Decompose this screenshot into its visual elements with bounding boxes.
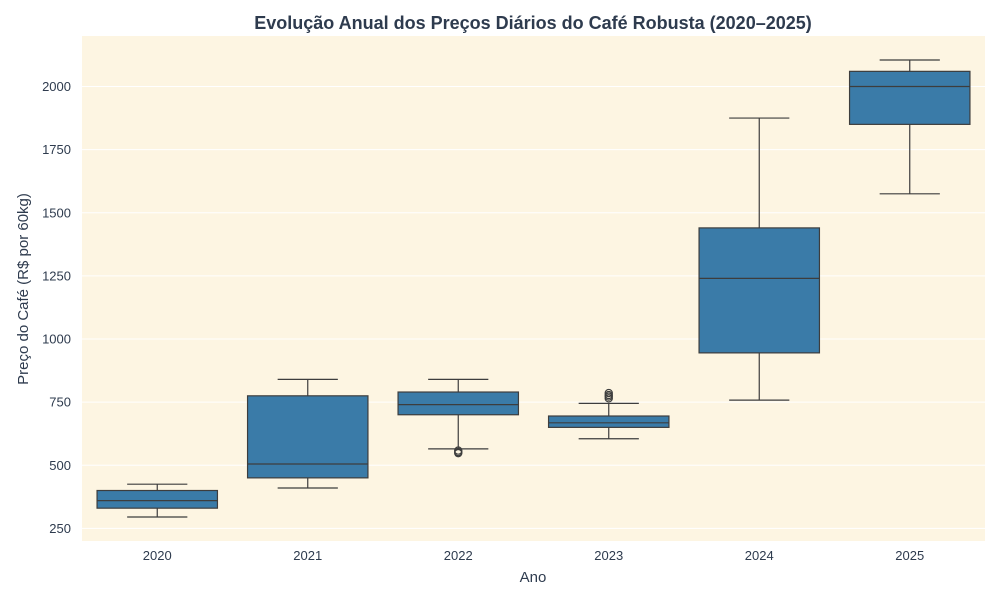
x-tick-label-2022: 2022 xyxy=(444,548,473,563)
box-2025 xyxy=(848,59,971,195)
iqr-box-2021 xyxy=(246,395,369,479)
y-tick-label-1000: 1000 xyxy=(42,332,71,347)
y-tick-label-500: 500 xyxy=(49,458,71,473)
iqr-box-2025 xyxy=(848,70,971,125)
boxes xyxy=(96,59,971,518)
x-tick-label-2024: 2024 xyxy=(745,548,774,563)
iqr-box-2024 xyxy=(698,227,821,354)
y-tick-label-2000: 2000 xyxy=(42,79,71,94)
y-axis-label: Preço do Café (R$ por 60kg) xyxy=(15,193,32,385)
chart-title: Evolução Anual dos Preços Diários do Caf… xyxy=(254,13,812,33)
box-2021 xyxy=(246,378,369,489)
x-tick-label-2021: 2021 xyxy=(293,548,322,563)
grid-lines xyxy=(82,86,985,529)
x-tick-label-2020: 2020 xyxy=(143,548,172,563)
box-2022 xyxy=(397,378,520,458)
x-axis-label: Ano xyxy=(520,569,547,586)
plot-area xyxy=(82,36,985,541)
iqr-box-2022 xyxy=(397,391,520,416)
x-axis-ticks: 2020 2021 2022 2023 2024 2025 xyxy=(143,548,924,563)
outlier-2023-3 xyxy=(604,388,613,398)
outlier-2022-2 xyxy=(454,446,463,455)
iqr-box-2020 xyxy=(96,489,219,509)
y-tick-label-750: 750 xyxy=(49,395,71,410)
x-tick-label-2025: 2025 xyxy=(895,548,924,563)
y-tick-label-1500: 1500 xyxy=(42,205,71,220)
box-2023 xyxy=(547,388,670,440)
box-2024 xyxy=(698,117,821,401)
y-tick-label-250: 250 xyxy=(49,521,71,536)
box-2020 xyxy=(96,483,219,518)
y-tick-label-1750: 1750 xyxy=(42,142,71,157)
iqr-box-2023 xyxy=(547,415,670,428)
y-tick-label-1250: 1250 xyxy=(42,268,71,283)
y-axis-ticks: 250 500 750 1000 1250 1500 1750 2000 xyxy=(42,79,71,536)
x-tick-label-2023: 2023 xyxy=(594,548,623,563)
